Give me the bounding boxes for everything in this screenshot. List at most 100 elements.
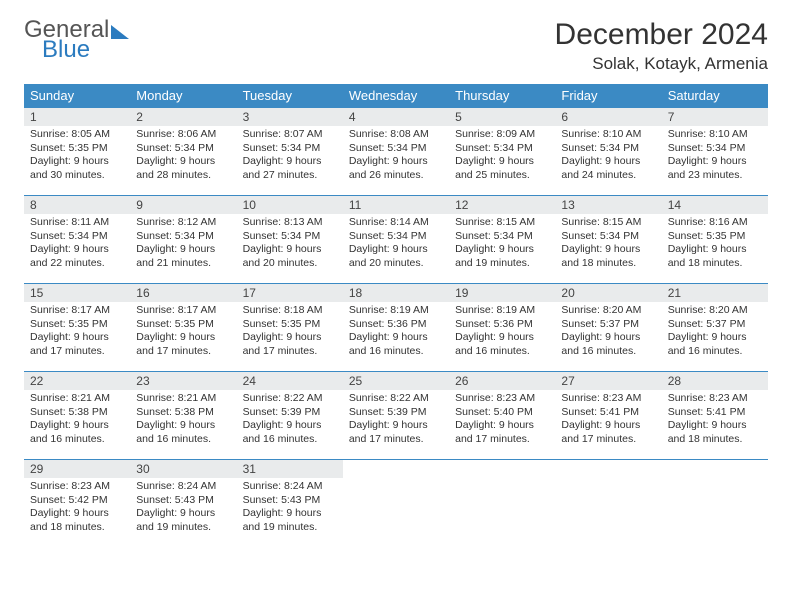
day-number: 2 [130, 108, 236, 126]
day-details: Sunrise: 8:21 AMSunset: 5:38 PMDaylight:… [24, 390, 130, 451]
weekday-header: Thursday [449, 84, 555, 108]
day-number: 10 [237, 196, 343, 214]
day-number: 18 [343, 284, 449, 302]
day-details: Sunrise: 8:24 AMSunset: 5:43 PMDaylight:… [237, 478, 343, 539]
day-number: 13 [555, 196, 661, 214]
calendar-week-row: 8Sunrise: 8:11 AMSunset: 5:34 PMDaylight… [24, 196, 768, 284]
calendar-day-cell: 12Sunrise: 8:15 AMSunset: 5:34 PMDayligh… [449, 196, 555, 284]
calendar-day-cell: 17Sunrise: 8:18 AMSunset: 5:35 PMDayligh… [237, 284, 343, 372]
day-number: 21 [662, 284, 768, 302]
calendar-day-cell: 26Sunrise: 8:23 AMSunset: 5:40 PMDayligh… [449, 372, 555, 460]
day-details: Sunrise: 8:16 AMSunset: 5:35 PMDaylight:… [662, 214, 768, 275]
page-header: General Blue December 2024 Solak, Kotayk… [24, 18, 768, 74]
day-number: 30 [130, 460, 236, 478]
day-details: Sunrise: 8:24 AMSunset: 5:43 PMDaylight:… [130, 478, 236, 539]
calendar-day-cell: 7Sunrise: 8:10 AMSunset: 5:34 PMDaylight… [662, 108, 768, 196]
day-details: Sunrise: 8:20 AMSunset: 5:37 PMDaylight:… [662, 302, 768, 363]
calendar-day-cell: 13Sunrise: 8:15 AMSunset: 5:34 PMDayligh… [555, 196, 661, 284]
calendar-day-cell: 25Sunrise: 8:22 AMSunset: 5:39 PMDayligh… [343, 372, 449, 460]
day-details: Sunrise: 8:23 AMSunset: 5:42 PMDaylight:… [24, 478, 130, 539]
calendar-table: SundayMondayTuesdayWednesdayThursdayFrid… [24, 84, 768, 548]
day-details: Sunrise: 8:08 AMSunset: 5:34 PMDaylight:… [343, 126, 449, 187]
calendar-day-cell: .. [555, 460, 661, 548]
day-number: 24 [237, 372, 343, 390]
day-number: 3 [237, 108, 343, 126]
day-number: 29 [24, 460, 130, 478]
day-details: Sunrise: 8:12 AMSunset: 5:34 PMDaylight:… [130, 214, 236, 275]
day-details: Sunrise: 8:11 AMSunset: 5:34 PMDaylight:… [24, 214, 130, 275]
day-details: Sunrise: 8:09 AMSunset: 5:34 PMDaylight:… [449, 126, 555, 187]
day-details: Sunrise: 8:23 AMSunset: 5:41 PMDaylight:… [555, 390, 661, 451]
weekday-header-row: SundayMondayTuesdayWednesdayThursdayFrid… [24, 84, 768, 108]
title-block: December 2024 Solak, Kotayk, Armenia [555, 18, 768, 74]
day-number: 27 [555, 372, 661, 390]
day-number: 9 [130, 196, 236, 214]
day-details: Sunrise: 8:13 AMSunset: 5:34 PMDaylight:… [237, 214, 343, 275]
calendar-day-cell: 21Sunrise: 8:20 AMSunset: 5:37 PMDayligh… [662, 284, 768, 372]
calendar-day-cell: 3Sunrise: 8:07 AMSunset: 5:34 PMDaylight… [237, 108, 343, 196]
day-details: Sunrise: 8:10 AMSunset: 5:34 PMDaylight:… [662, 126, 768, 187]
weekday-header: Sunday [24, 84, 130, 108]
weekday-header: Monday [130, 84, 236, 108]
day-number: 25 [343, 372, 449, 390]
day-number: 7 [662, 108, 768, 126]
day-details: Sunrise: 8:22 AMSunset: 5:39 PMDaylight:… [343, 390, 449, 451]
day-number: 1 [24, 108, 130, 126]
calendar-day-cell: 22Sunrise: 8:21 AMSunset: 5:38 PMDayligh… [24, 372, 130, 460]
day-details: Sunrise: 8:20 AMSunset: 5:37 PMDaylight:… [555, 302, 661, 363]
calendar-day-cell: 30Sunrise: 8:24 AMSunset: 5:43 PMDayligh… [130, 460, 236, 548]
calendar-day-cell: 9Sunrise: 8:12 AMSunset: 5:34 PMDaylight… [130, 196, 236, 284]
day-number: 16 [130, 284, 236, 302]
calendar-day-cell: 16Sunrise: 8:17 AMSunset: 5:35 PMDayligh… [130, 284, 236, 372]
day-details: Sunrise: 8:23 AMSunset: 5:41 PMDaylight:… [662, 390, 768, 451]
day-number: 15 [24, 284, 130, 302]
calendar-day-cell: 14Sunrise: 8:16 AMSunset: 5:35 PMDayligh… [662, 196, 768, 284]
day-number: 26 [449, 372, 555, 390]
day-details: Sunrise: 8:23 AMSunset: 5:40 PMDaylight:… [449, 390, 555, 451]
day-details: Sunrise: 8:05 AMSunset: 5:35 PMDaylight:… [24, 126, 130, 187]
day-number: 4 [343, 108, 449, 126]
day-details: Sunrise: 8:17 AMSunset: 5:35 PMDaylight:… [24, 302, 130, 363]
calendar-day-cell: 11Sunrise: 8:14 AMSunset: 5:34 PMDayligh… [343, 196, 449, 284]
brand-logo: General Blue [24, 18, 129, 62]
day-details: Sunrise: 8:19 AMSunset: 5:36 PMDaylight:… [449, 302, 555, 363]
calendar-day-cell: 6Sunrise: 8:10 AMSunset: 5:34 PMDaylight… [555, 108, 661, 196]
weekday-header: Saturday [662, 84, 768, 108]
calendar-day-cell: 20Sunrise: 8:20 AMSunset: 5:37 PMDayligh… [555, 284, 661, 372]
calendar-day-cell: 10Sunrise: 8:13 AMSunset: 5:34 PMDayligh… [237, 196, 343, 284]
calendar-day-cell: 18Sunrise: 8:19 AMSunset: 5:36 PMDayligh… [343, 284, 449, 372]
day-number: 11 [343, 196, 449, 214]
day-details: Sunrise: 8:22 AMSunset: 5:39 PMDaylight:… [237, 390, 343, 451]
day-number: 14 [662, 196, 768, 214]
day-details: Sunrise: 8:21 AMSunset: 5:38 PMDaylight:… [130, 390, 236, 451]
calendar-day-cell: 4Sunrise: 8:08 AMSunset: 5:34 PMDaylight… [343, 108, 449, 196]
calendar-week-row: 1Sunrise: 8:05 AMSunset: 5:35 PMDaylight… [24, 108, 768, 196]
calendar-day-cell: .. [662, 460, 768, 548]
calendar-day-cell: .. [449, 460, 555, 548]
calendar-day-cell: .. [343, 460, 449, 548]
calendar-day-cell: 2Sunrise: 8:06 AMSunset: 5:34 PMDaylight… [130, 108, 236, 196]
calendar-day-cell: 23Sunrise: 8:21 AMSunset: 5:38 PMDayligh… [130, 372, 236, 460]
calendar-day-cell: 24Sunrise: 8:22 AMSunset: 5:39 PMDayligh… [237, 372, 343, 460]
calendar-day-cell: 15Sunrise: 8:17 AMSunset: 5:35 PMDayligh… [24, 284, 130, 372]
day-number: 28 [662, 372, 768, 390]
day-details: Sunrise: 8:15 AMSunset: 5:34 PMDaylight:… [449, 214, 555, 275]
calendar-week-row: 22Sunrise: 8:21 AMSunset: 5:38 PMDayligh… [24, 372, 768, 460]
calendar-week-row: 29Sunrise: 8:23 AMSunset: 5:42 PMDayligh… [24, 460, 768, 548]
location-text: Solak, Kotayk, Armenia [555, 54, 768, 74]
day-details: Sunrise: 8:14 AMSunset: 5:34 PMDaylight:… [343, 214, 449, 275]
weekday-header: Tuesday [237, 84, 343, 108]
calendar-day-cell: 31Sunrise: 8:24 AMSunset: 5:43 PMDayligh… [237, 460, 343, 548]
day-details: Sunrise: 8:10 AMSunset: 5:34 PMDaylight:… [555, 126, 661, 187]
calendar-day-cell: 28Sunrise: 8:23 AMSunset: 5:41 PMDayligh… [662, 372, 768, 460]
day-details: Sunrise: 8:19 AMSunset: 5:36 PMDaylight:… [343, 302, 449, 363]
calendar-day-cell: 5Sunrise: 8:09 AMSunset: 5:34 PMDaylight… [449, 108, 555, 196]
calendar-day-cell: 27Sunrise: 8:23 AMSunset: 5:41 PMDayligh… [555, 372, 661, 460]
day-number: 19 [449, 284, 555, 302]
day-number: 31 [237, 460, 343, 478]
month-title: December 2024 [555, 18, 768, 52]
day-number: 8 [24, 196, 130, 214]
calendar-day-cell: 29Sunrise: 8:23 AMSunset: 5:42 PMDayligh… [24, 460, 130, 548]
calendar-day-cell: 19Sunrise: 8:19 AMSunset: 5:36 PMDayligh… [449, 284, 555, 372]
brand-word-2: Blue [42, 38, 129, 62]
